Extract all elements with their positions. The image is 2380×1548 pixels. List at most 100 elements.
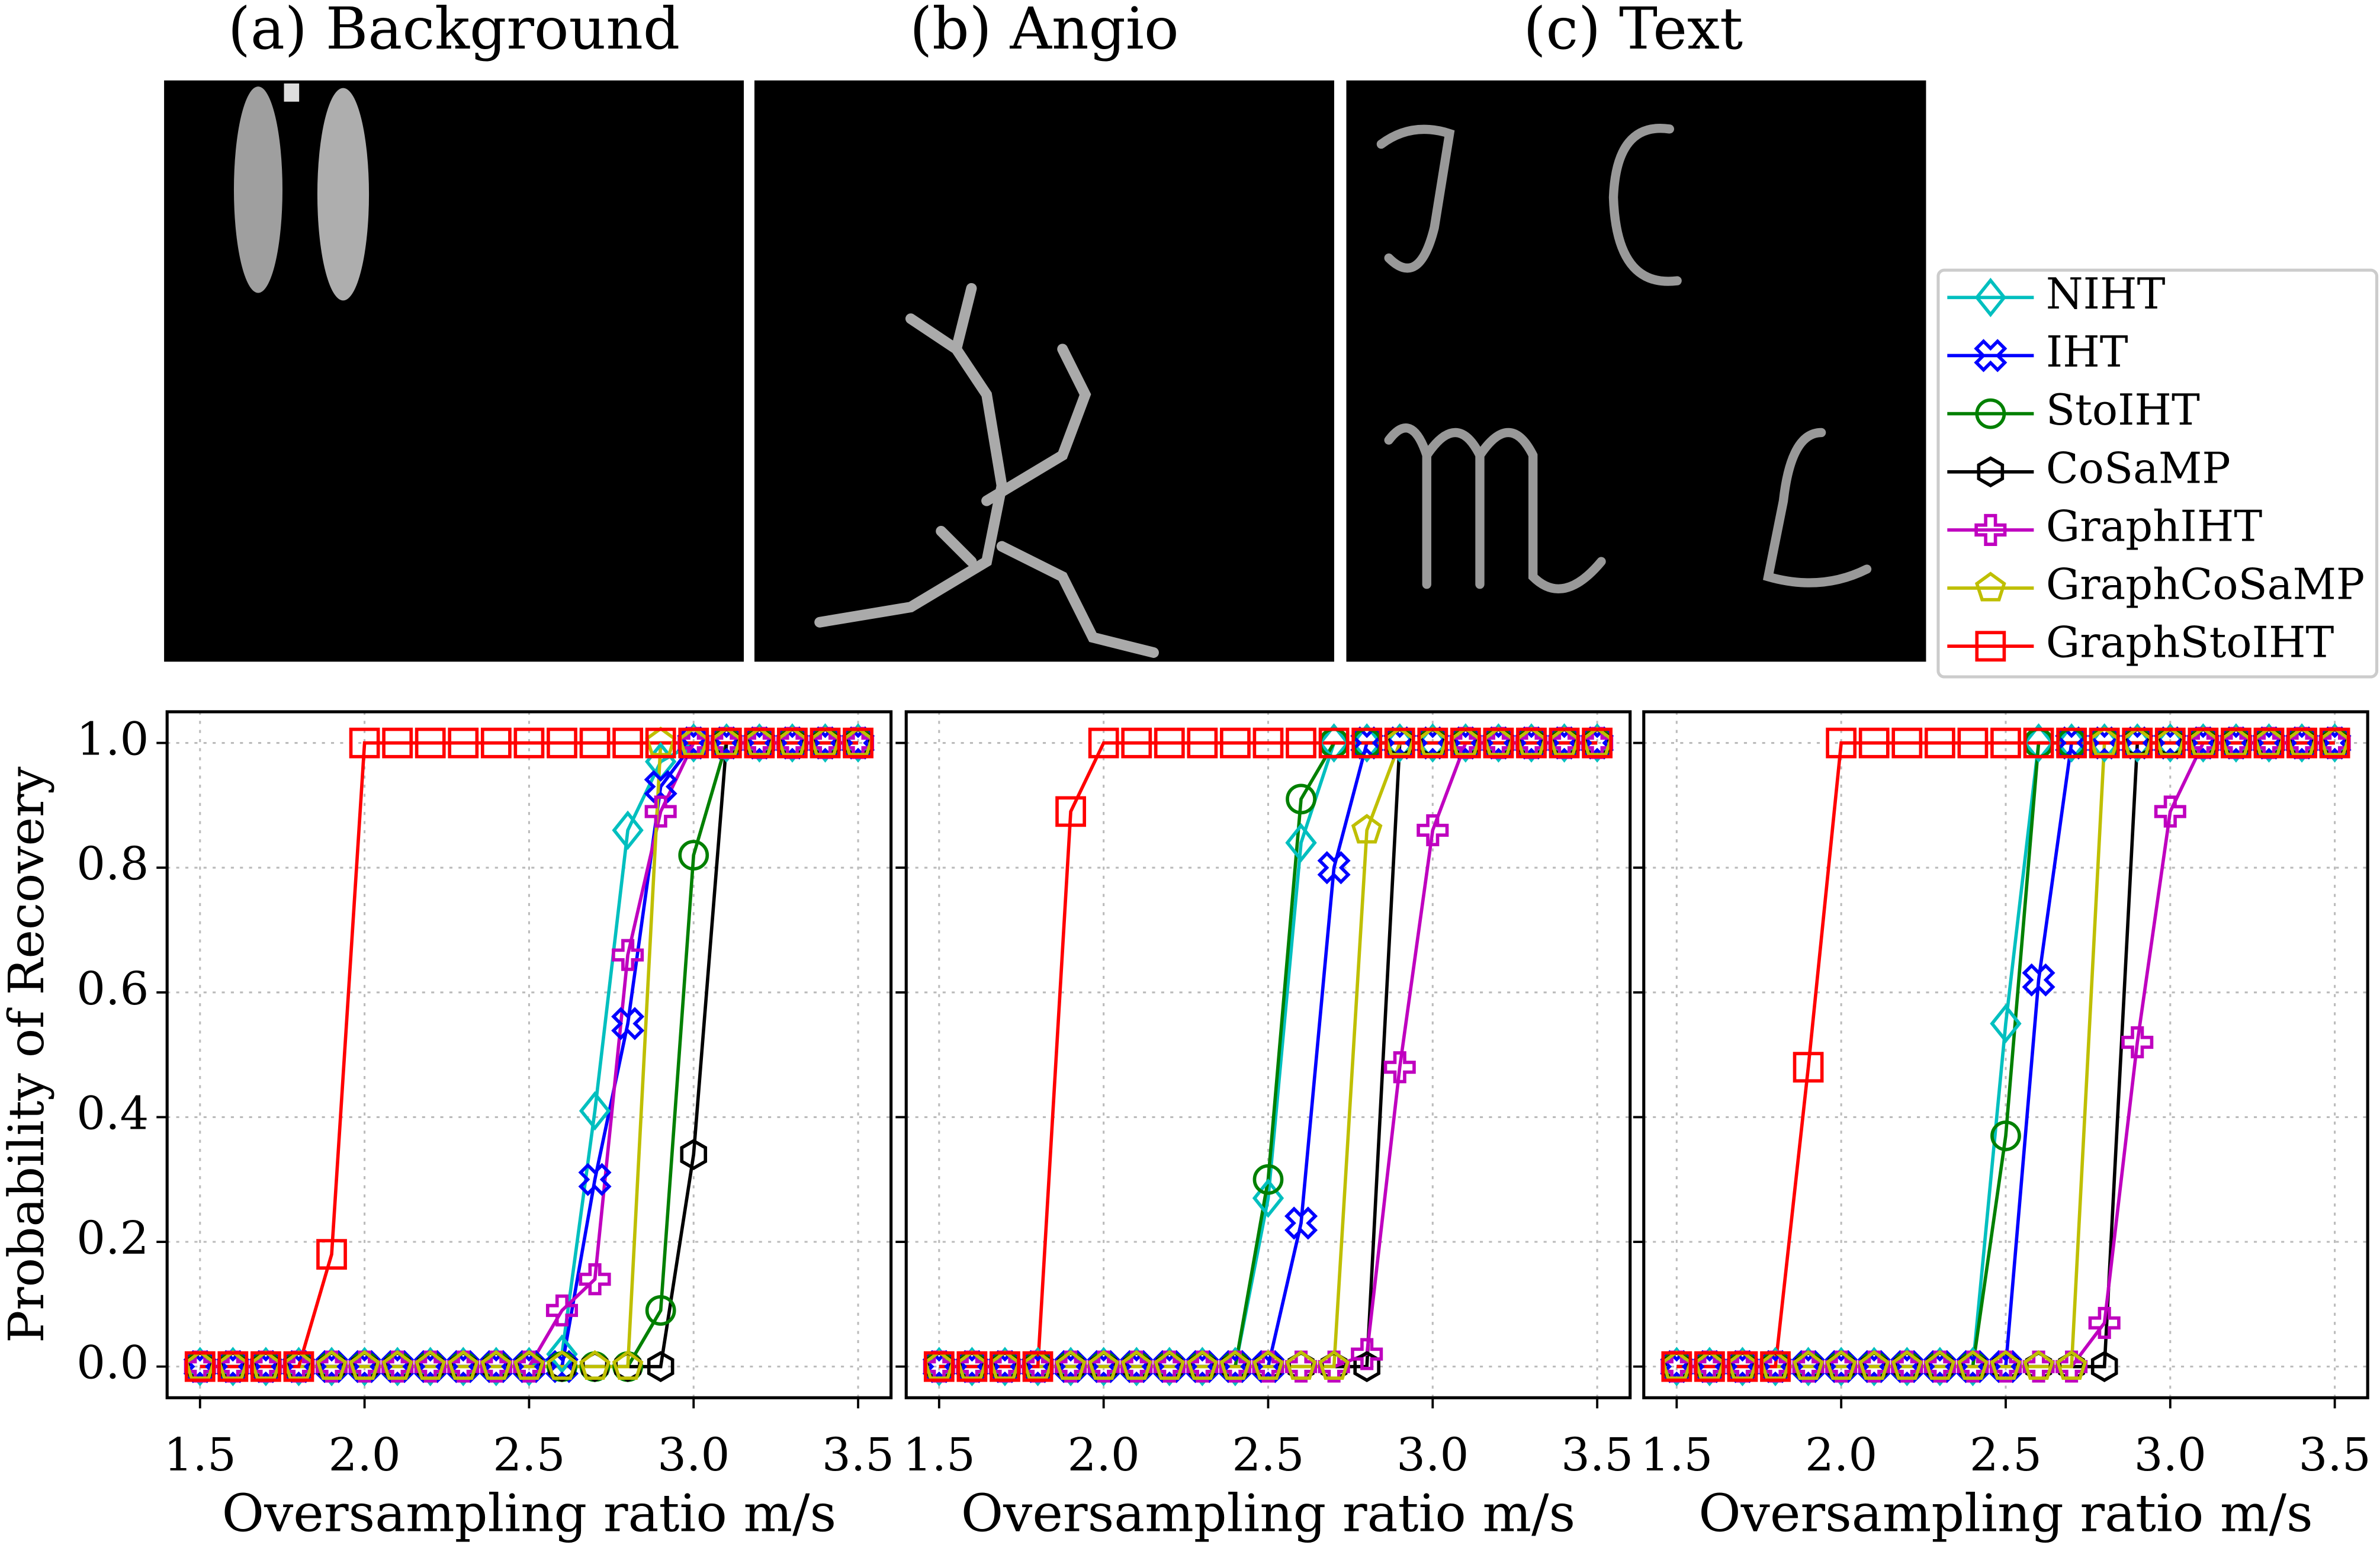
legend-label: GraphStoIHT: [2046, 618, 2334, 667]
point: [711, 727, 742, 759]
point: [1957, 1350, 1989, 1380]
point: [1858, 727, 1890, 759]
point: [2121, 726, 2153, 756]
point: [1924, 1350, 1956, 1380]
point: [381, 1350, 413, 1380]
point: [1351, 1338, 1383, 1370]
x-tick-label: 2.5: [1970, 1429, 2042, 1482]
point: [1760, 1351, 1791, 1382]
point: [579, 1350, 611, 1380]
point: [2154, 795, 2186, 828]
y-tick-label: 1.0: [76, 714, 149, 766]
point: [1450, 727, 1481, 759]
series-line: [200, 741, 859, 1369]
legend-marker: [1975, 571, 2006, 602]
point: [1582, 727, 1613, 759]
y-tick-label: 0.2: [76, 1212, 149, 1265]
x-tick-label: 3.0: [2134, 1429, 2206, 1482]
point: [1858, 1350, 1890, 1380]
point: [413, 1350, 447, 1383]
point: [1694, 1350, 1726, 1380]
y-axis-label: Probability of Recovery: [0, 766, 55, 1343]
point: [1187, 1350, 1218, 1380]
point: [1990, 1004, 2022, 1043]
image-blob: [317, 88, 370, 301]
series-line: [1676, 741, 2335, 1369]
y-tick-label: 0.4: [76, 1087, 149, 1140]
point: [2253, 727, 2285, 759]
point: [1285, 1350, 1317, 1380]
image-title: (a) Background: [228, 0, 680, 62]
legend-marker: [1975, 398, 2006, 429]
point: [647, 1351, 675, 1382]
point: [1759, 1350, 1791, 1380]
point: [2022, 963, 2055, 997]
point: [2319, 727, 2350, 759]
x-tick-label: 2.0: [1805, 1429, 1877, 1482]
series-line: [200, 741, 859, 1369]
point: [2154, 727, 2186, 759]
point: [1857, 1350, 1891, 1383]
point: [611, 1007, 645, 1040]
series-line: [939, 741, 1598, 1369]
point: [1187, 727, 1218, 759]
point: [1826, 727, 1857, 759]
point: [1791, 1350, 1825, 1383]
point: [923, 1351, 955, 1382]
point: [2088, 1306, 2121, 1339]
point: [1990, 1350, 2022, 1380]
point: [711, 726, 743, 756]
point: [1825, 1350, 1858, 1383]
point: [1957, 727, 1989, 759]
series-line: [200, 741, 859, 1369]
point: [1549, 727, 1580, 759]
point: [1516, 727, 1547, 759]
x-tick-label: 3.5: [822, 1429, 894, 1482]
series-line: [1676, 741, 2335, 1369]
point: [777, 727, 808, 759]
legend: NIHT IHT StoIHT CoSaMP GraphIHT GraphCoSaMP Gr…: [1936, 268, 2379, 679]
series-line: [200, 741, 859, 1369]
point: [2286, 726, 2318, 756]
point: [349, 1350, 380, 1380]
point: [2022, 723, 2055, 763]
point: [1581, 726, 1613, 756]
point: [316, 1239, 347, 1270]
point: [923, 1350, 955, 1380]
point: [415, 1350, 447, 1380]
y-tick-label: 0.8: [76, 838, 149, 891]
series-line: [200, 741, 859, 1369]
point: [1220, 727, 1251, 759]
image-text: [1346, 80, 1926, 662]
plot: 0.0 0.2 0.4 0.6 0.8 1.0 1.5 2.0 2.5 3.0 3.5Oversam…: [0, 710, 894, 1544]
series-line: [1676, 741, 2335, 1369]
point: [1285, 823, 1317, 863]
x-tick-label: 1.5: [903, 1429, 975, 1482]
point: [2221, 727, 2251, 759]
point: [1152, 1350, 1186, 1383]
legend-marker: [1977, 456, 2005, 488]
point: [1417, 727, 1448, 759]
point: [381, 1350, 415, 1383]
point: [1317, 851, 1351, 885]
point: [2055, 723, 2087, 763]
legend-label: StoIHT: [2046, 385, 2200, 435]
series-line: [1676, 741, 2335, 1369]
point: [1252, 1350, 1284, 1380]
legend-label: GraphCoSaMP: [2046, 560, 2365, 609]
point: [810, 726, 841, 756]
image-title: (b) Angio: [910, 0, 1178, 62]
point: [1891, 727, 1923, 759]
point: [678, 727, 709, 759]
point: [1251, 1350, 1285, 1383]
point: [1154, 1350, 1186, 1380]
image-blob: [233, 86, 282, 293]
point: [989, 1350, 1021, 1380]
point: [1252, 727, 1284, 759]
series-line: [939, 741, 1598, 1369]
point: [956, 1350, 988, 1380]
point: [1924, 727, 1955, 759]
point: [579, 727, 611, 759]
axes-frame: [165, 710, 893, 1399]
image-title: (c) Text: [1524, 0, 1743, 62]
